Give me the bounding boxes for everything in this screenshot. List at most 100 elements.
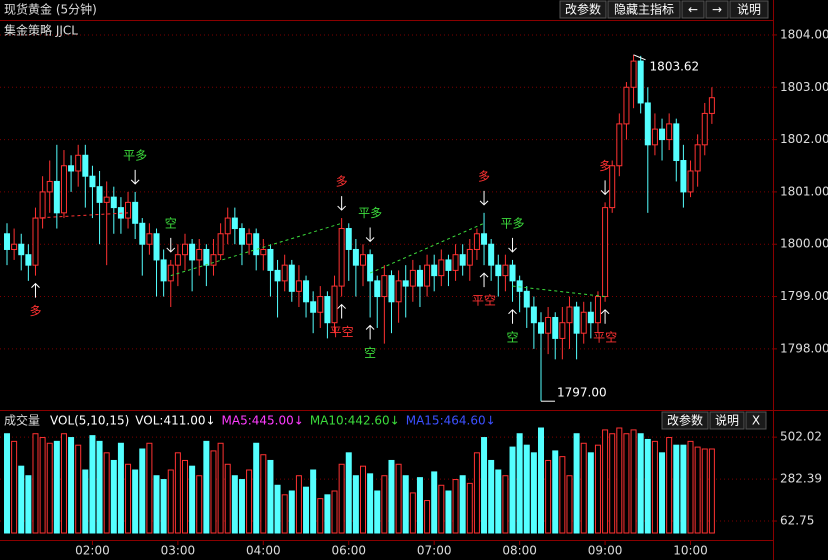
candle-body [402, 280, 409, 287]
candle-body [110, 196, 117, 209]
x-tick-label: 08:00 [502, 544, 537, 558]
volume-bar [196, 475, 203, 534]
volume-bar [659, 452, 666, 534]
signal-label: 多 [29, 304, 41, 318]
volume-bar [331, 490, 338, 534]
volume-bar [673, 444, 680, 534]
volume-bar [60, 433, 67, 534]
volume-bar [25, 475, 32, 534]
y-tick-label: 1798.00 [780, 341, 828, 355]
candle-body [616, 123, 623, 167]
button-label: 说明 [715, 413, 739, 428]
signal-arrow [508, 237, 517, 253]
signal-label: 平多 [501, 216, 525, 230]
volume-bar [367, 473, 374, 534]
candle-body [246, 233, 253, 245]
candle-body [701, 112, 708, 146]
candle-body [11, 243, 18, 250]
volume-bar [68, 437, 75, 534]
volume-bar [132, 469, 139, 534]
indicator-label: MA10:442.60↓ [310, 414, 400, 428]
candle-body [516, 280, 523, 292]
volume-bar [174, 452, 181, 534]
candle-body [424, 264, 431, 287]
button[interactable]: 说明 [729, 0, 769, 19]
x-tick-label: 07:00 [417, 544, 452, 558]
volume-bar [523, 444, 530, 534]
candle-body [82, 154, 89, 177]
button[interactable]: ← [681, 0, 705, 19]
volume-bar [260, 454, 267, 534]
volume-bar [210, 450, 217, 534]
button[interactable]: → [705, 0, 729, 19]
candle-body [146, 233, 153, 245]
volume-bar [238, 479, 245, 534]
volume-title: 成交量 [4, 413, 40, 428]
volume-bar [125, 463, 132, 534]
volume-bar [4, 433, 10, 534]
button-label: 说明 [737, 2, 761, 17]
volume-bar [431, 471, 438, 534]
button[interactable]: X [745, 411, 767, 430]
candle-body [481, 233, 488, 245]
volume-bar [701, 448, 708, 534]
button-label: 隐藏主指标 [614, 2, 674, 17]
volume-bar [580, 442, 587, 534]
button[interactable]: 说明 [709, 411, 745, 430]
candle-body [445, 259, 452, 271]
signal-label: 空 [507, 330, 519, 344]
candle-body [324, 296, 331, 324]
volume-bar [616, 427, 623, 534]
candle-body [253, 233, 260, 256]
button[interactable]: 改参数 [661, 411, 709, 430]
candle-body [545, 316, 552, 334]
chart-title: 现货黄金 (5分钟) [4, 2, 97, 17]
volume-bar [708, 448, 715, 534]
candle-body [189, 243, 196, 261]
volume-bar [139, 448, 146, 534]
candle-body [32, 217, 39, 266]
signal-arrow [337, 303, 346, 319]
signal-arrow [508, 309, 517, 324]
candle-body [310, 301, 317, 313]
candle-body [573, 306, 580, 334]
x-tick-label: 06:00 [331, 544, 366, 558]
button-label: 改参数 [667, 413, 703, 428]
volume-bar [53, 440, 60, 534]
candle-body [530, 306, 537, 324]
signal-label: 多 [336, 175, 348, 189]
volume-bar [559, 456, 566, 534]
volume-bar [516, 433, 523, 534]
candle-body [381, 275, 388, 298]
candle-body [267, 248, 274, 271]
signal-arrow [130, 169, 140, 185]
button-frame [559, 0, 607, 19]
x-tick-label: 04:00 [246, 544, 281, 558]
y-tick-label: 1803.00 [780, 80, 828, 94]
button-frame [705, 0, 729, 19]
candle-body [203, 248, 210, 266]
candle-body [708, 97, 715, 114]
candle-body [651, 128, 658, 146]
candle-body [96, 186, 103, 203]
volume-bar [46, 442, 53, 534]
candle-body [125, 201, 132, 219]
volume-bar [96, 440, 103, 534]
volume-bar [623, 433, 630, 534]
candle-body [666, 123, 673, 141]
volume-bar [509, 446, 516, 534]
button[interactable]: 改参数 [559, 0, 607, 19]
y-tick-label: 1804.00 [780, 27, 828, 41]
button-frame [745, 411, 767, 430]
candle-body [274, 269, 281, 282]
button[interactable]: 隐藏主指标 [607, 0, 681, 19]
candle-body [288, 264, 295, 292]
y-tick-label: 502.02 [780, 430, 822, 444]
candle-body [488, 243, 495, 266]
volume-bar [402, 475, 409, 534]
signal-label: 空 [165, 216, 177, 230]
volume-bar [267, 459, 274, 534]
signal-arrow [31, 282, 40, 298]
signal-arrow [365, 227, 375, 243]
